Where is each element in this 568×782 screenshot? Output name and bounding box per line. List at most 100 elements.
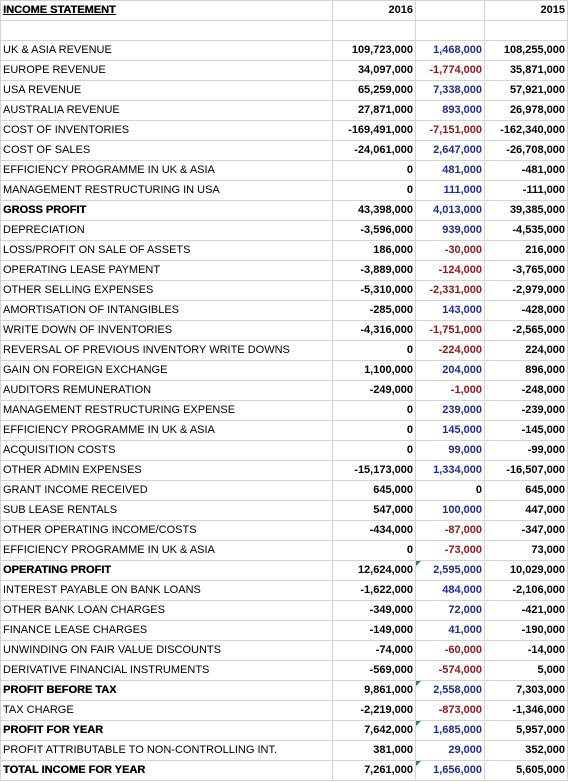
line-item-label[interactable]: INTEREST PAYABLE ON BANK LOANS <box>0 580 333 601</box>
line-item-label[interactable]: DEPRECIATION <box>0 220 333 241</box>
value-2016-cell[interactable]: -74,000 <box>332 640 416 661</box>
value-2016-cell[interactable]: -3,596,000 <box>332 220 416 241</box>
difference-cell[interactable]: 2,647,000 <box>415 140 485 161</box>
line-item-label[interactable]: FINANCE LEASE CHARGES <box>0 620 333 641</box>
value-2016-cell[interactable]: -149,000 <box>332 620 416 641</box>
line-item-label[interactable]: COST OF SALES <box>0 140 333 161</box>
difference-cell[interactable]: 143,000 <box>415 300 485 321</box>
value-2016-cell[interactable]: -24,061,000 <box>332 140 416 161</box>
value-2015-cell[interactable]: -99,000 <box>484 440 568 461</box>
value-2016-cell[interactable]: -3,889,000 <box>332 260 416 281</box>
line-item-label[interactable]: UNWINDING ON FAIR VALUE DISCOUNTS <box>0 640 333 661</box>
difference-cell[interactable]: 939,000 <box>415 220 485 241</box>
value-2015-cell[interactable]: 10,029,000 <box>484 560 568 581</box>
value-2016-cell[interactable]: -1,622,000 <box>332 580 416 601</box>
line-item-label[interactable]: AMORTISATION OF INTANGIBLES <box>0 300 333 321</box>
value-2015-cell[interactable]: -248,000 <box>484 380 568 401</box>
line-item-label[interactable]: TOTAL INCOME FOR YEAR <box>0 760 333 781</box>
line-item-label[interactable]: OPERATING LEASE PAYMENT <box>0 260 333 281</box>
difference-cell[interactable]: -7,151,000 <box>415 120 485 141</box>
value-2015-cell[interactable]: -190,000 <box>484 620 568 641</box>
value-2016-cell[interactable]: -169,491,000 <box>332 120 416 141</box>
difference-cell[interactable]: -73,000 <box>415 540 485 561</box>
line-item-label[interactable]: GROSS PROFIT <box>0 200 333 221</box>
value-2016-cell[interactable]: 186,000 <box>332 240 416 261</box>
line-item-label[interactable]: SUB LEASE RENTALS <box>0 500 333 521</box>
value-2016-cell[interactable]: 7,261,000 <box>332 760 416 781</box>
value-2015-cell[interactable]: -239,000 <box>484 400 568 421</box>
difference-cell[interactable]: -1,000 <box>415 380 485 401</box>
difference-cell[interactable]: 1,685,000 <box>415 720 485 741</box>
value-2015-cell[interactable]: -3,765,000 <box>484 260 568 281</box>
value-2016-cell[interactable]: 65,259,000 <box>332 80 416 101</box>
difference-cell[interactable]: -1,774,000 <box>415 60 485 81</box>
value-2016-cell[interactable]: 34,097,000 <box>332 60 416 81</box>
difference-cell[interactable]: 41,000 <box>415 620 485 641</box>
value-2016-cell[interactable]: 43,398,000 <box>332 200 416 221</box>
difference-cell[interactable]: 481,000 <box>415 160 485 181</box>
value-2016-cell[interactable]: 0 <box>332 540 416 561</box>
difference-cell[interactable]: -224,000 <box>415 340 485 361</box>
empty-cell[interactable] <box>415 20 485 41</box>
value-2016-cell[interactable]: -434,000 <box>332 520 416 541</box>
empty-cell[interactable] <box>0 20 333 41</box>
line-item-label[interactable]: AUSTRALIA REVENUE <box>0 100 333 121</box>
column-header-difference[interactable] <box>415 0 485 21</box>
difference-cell[interactable]: -2,331,000 <box>415 280 485 301</box>
difference-cell[interactable]: 1,468,000 <box>415 40 485 61</box>
value-2015-cell[interactable]: -162,340,000 <box>484 120 568 141</box>
line-item-label[interactable]: EFFICIENCY PROGRAMME IN UK & ASIA <box>0 420 333 441</box>
value-2016-cell[interactable]: 7,642,000 <box>332 720 416 741</box>
difference-cell[interactable]: -87,000 <box>415 520 485 541</box>
difference-cell[interactable]: -30,000 <box>415 240 485 261</box>
line-item-label[interactable]: WRITE DOWN OF INVENTORIES <box>0 320 333 341</box>
value-2016-cell[interactable]: -249,000 <box>332 380 416 401</box>
value-2015-cell[interactable]: -14,000 <box>484 640 568 661</box>
value-2015-cell[interactable]: 39,385,000 <box>484 200 568 221</box>
value-2016-cell[interactable]: 27,871,000 <box>332 100 416 121</box>
value-2016-cell[interactable]: -4,316,000 <box>332 320 416 341</box>
value-2015-cell[interactable]: -2,979,000 <box>484 280 568 301</box>
value-2015-cell[interactable]: 896,000 <box>484 360 568 381</box>
value-2015-cell[interactable]: -2,565,000 <box>484 320 568 341</box>
value-2016-cell[interactable]: 0 <box>332 440 416 461</box>
line-item-label[interactable]: UK & ASIA REVENUE <box>0 40 333 61</box>
value-2016-cell[interactable]: 12,624,000 <box>332 560 416 581</box>
difference-cell[interactable]: -873,000 <box>415 700 485 721</box>
line-item-label[interactable]: EFFICIENCY PROGRAMME IN UK & ASIA <box>0 160 333 181</box>
line-item-label[interactable]: EUROPE REVENUE <box>0 60 333 81</box>
line-item-label[interactable]: GAIN ON FOREIGN EXCHANGE <box>0 360 333 381</box>
value-2015-cell[interactable]: 5,000 <box>484 660 568 681</box>
value-2015-cell[interactable]: -16,507,000 <box>484 460 568 481</box>
value-2015-cell[interactable]: 224,000 <box>484 340 568 361</box>
difference-cell[interactable]: 1,656,000 <box>415 760 485 781</box>
value-2015-cell[interactable]: 73,000 <box>484 540 568 561</box>
difference-cell[interactable]: -574,000 <box>415 660 485 681</box>
value-2015-cell[interactable]: -1,346,000 <box>484 700 568 721</box>
empty-cell[interactable] <box>332 20 416 41</box>
difference-cell[interactable]: 1,334,000 <box>415 460 485 481</box>
difference-cell[interactable]: 72,000 <box>415 600 485 621</box>
line-item-label[interactable]: OPERATING PROFIT <box>0 560 333 581</box>
line-item-label[interactable]: DERIVATIVE FINANCIAL INSTRUMENTS <box>0 660 333 681</box>
statement-title[interactable]: INCOME STATEMENT <box>0 0 333 21</box>
line-item-label[interactable]: GRANT INCOME RECEIVED <box>0 480 333 501</box>
difference-cell[interactable]: 99,000 <box>415 440 485 461</box>
value-2015-cell[interactable]: 108,255,000 <box>484 40 568 61</box>
value-2016-cell[interactable]: -285,000 <box>332 300 416 321</box>
value-2016-cell[interactable]: 0 <box>332 340 416 361</box>
line-item-label[interactable]: MANAGEMENT RESTRUCTURING EXPENSE <box>0 400 333 421</box>
column-header-2016[interactable]: 2016 <box>332 0 416 21</box>
line-item-label[interactable]: OTHER ADMIN EXPENSES <box>0 460 333 481</box>
difference-cell[interactable]: 111,000 <box>415 180 485 201</box>
value-2016-cell[interactable]: 0 <box>332 400 416 421</box>
value-2015-cell[interactable]: 352,000 <box>484 740 568 761</box>
value-2015-cell[interactable]: 57,921,000 <box>484 80 568 101</box>
column-header-2015[interactable]: 2015 <box>484 0 568 21</box>
line-item-label[interactable]: MANAGEMENT RESTRUCTURING IN USA <box>0 180 333 201</box>
difference-cell[interactable]: 7,338,000 <box>415 80 485 101</box>
value-2016-cell[interactable]: -15,173,000 <box>332 460 416 481</box>
value-2015-cell[interactable]: 5,957,000 <box>484 720 568 741</box>
value-2015-cell[interactable]: 35,871,000 <box>484 60 568 81</box>
value-2015-cell[interactable]: 26,978,000 <box>484 100 568 121</box>
